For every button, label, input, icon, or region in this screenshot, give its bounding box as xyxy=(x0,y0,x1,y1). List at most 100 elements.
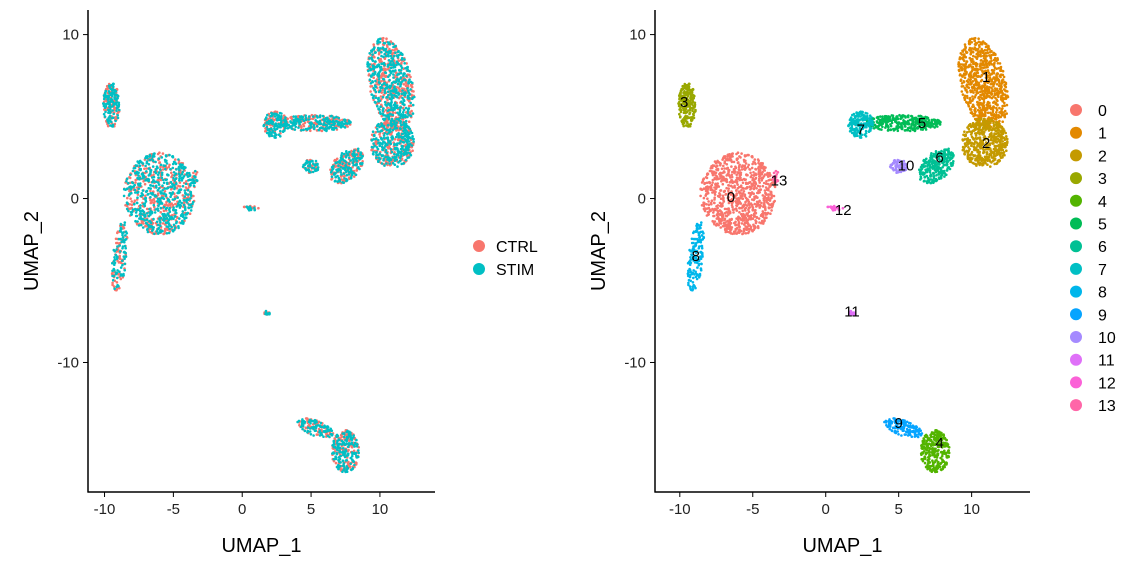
point-ctrl xyxy=(134,181,137,184)
point-stim xyxy=(112,124,115,127)
point-stim xyxy=(388,118,391,121)
point-cluster-0 xyxy=(741,215,744,218)
point-cluster-0 xyxy=(753,196,756,199)
point-stim xyxy=(400,106,403,109)
point-stim xyxy=(142,218,145,221)
point-stim xyxy=(372,64,375,67)
point-stim xyxy=(149,172,152,175)
point-stim xyxy=(379,113,382,116)
point-cluster-0 xyxy=(761,173,764,176)
point-stim xyxy=(112,113,115,116)
point-stim xyxy=(146,228,149,231)
point-ctrl xyxy=(126,197,129,200)
point-cluster-0 xyxy=(738,155,741,158)
point-stim xyxy=(266,114,269,117)
point-stim xyxy=(154,161,157,164)
point-stim xyxy=(384,71,387,74)
point-cluster-0 xyxy=(763,166,766,169)
point-cluster-0 xyxy=(728,218,731,221)
x-tick-label: -10 xyxy=(94,501,116,518)
point-stim xyxy=(316,164,319,167)
point-cluster-0 xyxy=(731,171,734,174)
point-cluster-0 xyxy=(721,168,724,171)
point-stim xyxy=(122,236,125,239)
point-cluster-0 xyxy=(730,222,733,225)
point-stim xyxy=(406,116,409,119)
point-stim xyxy=(289,120,292,123)
point-stim xyxy=(161,176,164,179)
point-cluster-0 xyxy=(733,208,736,211)
point-ctrl xyxy=(369,85,372,88)
point-stim xyxy=(333,172,336,175)
point-cluster-0 xyxy=(710,165,713,168)
point-cluster-0 xyxy=(756,196,759,199)
point-stim xyxy=(163,206,166,209)
point-stim xyxy=(378,48,381,51)
point-stim xyxy=(374,101,377,104)
point-stim xyxy=(357,148,360,151)
point-stim xyxy=(133,184,136,187)
point-stim xyxy=(375,151,378,154)
point-stim xyxy=(331,433,334,436)
point-stim xyxy=(335,456,338,459)
point-stim xyxy=(345,180,348,183)
point-stim xyxy=(319,425,322,428)
point-stim xyxy=(337,446,340,449)
point-stim xyxy=(353,153,356,156)
point-cluster-1 xyxy=(1004,110,1007,113)
point-stim xyxy=(161,202,164,205)
point-stim xyxy=(168,207,171,210)
point-stim xyxy=(379,69,382,72)
point-stim xyxy=(397,54,400,57)
point-cluster-0 xyxy=(753,213,756,216)
point-stim xyxy=(383,53,386,56)
point-stim xyxy=(382,96,385,99)
point-stim xyxy=(312,171,315,174)
point-cluster-0 xyxy=(730,165,733,168)
point-stim xyxy=(392,97,395,100)
point-stim xyxy=(157,176,160,179)
point-ctrl xyxy=(408,74,411,77)
point-stim xyxy=(412,112,415,115)
point-stim xyxy=(372,67,375,70)
point-cluster-0 xyxy=(744,201,747,204)
point-stim xyxy=(406,69,409,72)
point-cluster-0 xyxy=(735,189,738,192)
point-stim xyxy=(182,185,185,188)
point-stim xyxy=(382,108,385,111)
point-stim xyxy=(175,177,178,180)
point-ctrl xyxy=(370,149,373,152)
point-stim xyxy=(341,432,344,435)
point-stim xyxy=(142,226,145,229)
point-stim xyxy=(283,119,286,122)
point-cluster-0 xyxy=(747,154,750,157)
point-stim xyxy=(284,116,287,119)
point-ctrl xyxy=(153,198,156,201)
point-stim xyxy=(400,151,403,154)
point-stim xyxy=(277,116,280,119)
point-stim xyxy=(403,109,406,112)
point-ctrl xyxy=(174,158,177,161)
point-stim xyxy=(351,441,354,444)
point-ctrl xyxy=(145,225,148,228)
point-stim xyxy=(300,129,303,132)
point-stim xyxy=(319,121,322,124)
point-stim xyxy=(153,176,156,179)
point-stim xyxy=(165,154,168,157)
point-stim xyxy=(113,287,116,290)
point-stim xyxy=(406,139,409,142)
point-cluster-0 xyxy=(767,175,770,178)
point-stim xyxy=(127,182,130,185)
point-stim xyxy=(190,191,193,194)
point-stim xyxy=(162,179,165,182)
point-stim xyxy=(173,188,176,191)
point-stim xyxy=(172,230,175,233)
point-cluster-0 xyxy=(772,203,775,206)
point-stim xyxy=(194,170,197,173)
point-stim xyxy=(384,101,387,104)
point-stim xyxy=(392,90,395,93)
point-stim xyxy=(146,190,149,193)
point-cluster-0 xyxy=(732,211,735,214)
point-stim xyxy=(184,199,187,202)
point-stim xyxy=(380,62,383,65)
